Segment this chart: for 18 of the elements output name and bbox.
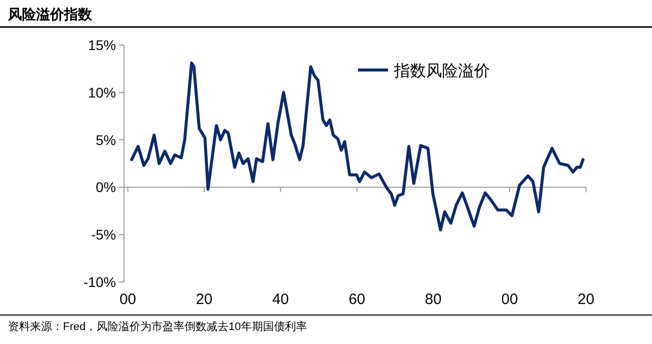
x-tick-label: 40 — [272, 291, 289, 308]
x-tick-label: 20 — [196, 291, 213, 308]
legend: 指数风险溢价 — [358, 63, 490, 80]
x-tick-label: 80 — [424, 291, 442, 308]
legend-label: 指数风险溢价 — [393, 62, 490, 80]
text: 资料来源：Fred，风险溢价为市盈率倒数减去10年期国债利率 — [8, 320, 307, 333]
y-tick-label: 5% — [96, 132, 116, 148]
y-tick-label: -10% — [83, 274, 116, 290]
y-tick-label: 15% — [88, 37, 116, 53]
x-tick-label: 20 — [578, 291, 594, 308]
line-series — [130, 62, 584, 232]
x-tick-label: 00 — [501, 291, 518, 308]
y-tick-label: 0% — [96, 179, 116, 196]
x-tick-label: 00 — [119, 291, 136, 308]
y-tick-label: 10% — [88, 84, 116, 100]
chart-title: 风险溢价指数 — [7, 6, 93, 22]
x-tick-label: 60 — [348, 291, 366, 308]
y-tick-label: -5% — [91, 226, 116, 243]
